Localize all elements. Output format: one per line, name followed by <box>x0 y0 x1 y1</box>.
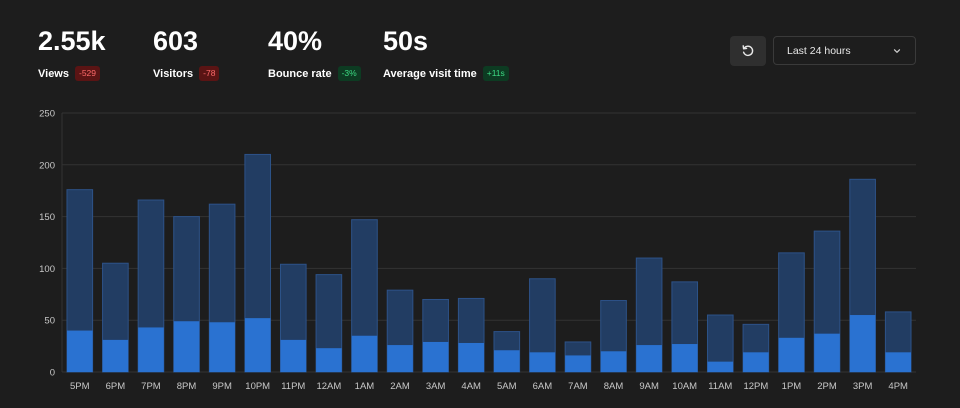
metric-value: 603 <box>153 26 199 56</box>
date-range-select[interactable]: Last 24 hours <box>773 36 916 65</box>
bar-visitors <box>565 355 591 372</box>
metric-value: 50s <box>383 26 429 56</box>
metric-label: Bounce rate <box>268 67 332 80</box>
metric-label: Visitors <box>153 67 194 80</box>
change-badge: -3% <box>337 66 361 81</box>
y-tick-label: 0 <box>50 368 55 379</box>
change-badge: -529 <box>75 66 101 81</box>
y-tick-label: 100 <box>39 264 55 275</box>
bar-visitors <box>138 327 164 372</box>
x-tick-label: 5PM <box>70 381 90 392</box>
x-tick-label: 12PM <box>743 381 768 392</box>
chevron-down-icon <box>893 48 901 53</box>
metric-views: 2.55k Views -529 <box>38 24 153 81</box>
x-tick-label: 3AM <box>426 381 446 392</box>
metrics-summary: 2.55k Views -529 603 Visitors -78 40% Bo… <box>38 24 523 81</box>
bar-visitors <box>493 350 520 372</box>
x-tick-label: 9AM <box>639 381 659 392</box>
bar-visitors <box>280 339 307 372</box>
x-tick-label: 10AM <box>672 381 697 392</box>
metric-value: 2.55k <box>38 26 106 56</box>
bar-visitors <box>885 352 912 372</box>
metric-value: 40% <box>268 26 323 56</box>
date-range-value: Last 24 hours <box>787 44 851 57</box>
metric-bounce-rate: 40% Bounce rate -3% <box>268 24 383 81</box>
bar-visitors <box>422 341 449 372</box>
bar-visitors <box>244 318 271 372</box>
x-tick-label: 8PM <box>177 381 197 392</box>
bar-visitors <box>209 322 235 372</box>
x-tick-label: 10PM <box>245 381 270 392</box>
bar-visitors <box>743 352 769 372</box>
bar-visitors <box>529 352 556 372</box>
metric-visitors: 603 Visitors -78 <box>153 24 268 81</box>
x-tick-label: 12AM <box>316 381 341 392</box>
bar-visitors <box>173 321 200 372</box>
metric-label: Views <box>38 67 69 80</box>
bar-visitors <box>316 348 342 372</box>
bar-visitors <box>66 330 93 372</box>
x-tick-label: 5AM <box>497 381 517 392</box>
x-tick-label: 1PM <box>782 381 802 392</box>
x-tick-label: 11PM <box>281 381 305 392</box>
bar-visitors <box>102 339 129 372</box>
x-tick-label: 4PM <box>888 381 908 392</box>
reset-button[interactable] <box>730 36 766 66</box>
x-tick-label: 9PM <box>212 381 232 392</box>
bar-visitors <box>636 345 662 372</box>
bar-visitors <box>671 344 698 372</box>
x-tick-label: 2AM <box>390 381 410 392</box>
bar-visitors <box>387 345 413 372</box>
refresh-icon <box>742 45 754 57</box>
x-tick-label: 1AM <box>355 381 375 392</box>
x-tick-label: 7AM <box>568 381 588 392</box>
bar-visitors <box>458 342 485 372</box>
y-tick-label: 200 <box>39 160 55 171</box>
bar-visitors <box>849 315 876 372</box>
x-tick-label: 6PM <box>106 381 126 392</box>
bar-visitors <box>814 333 840 372</box>
change-badge: +11s <box>482 66 509 81</box>
x-tick-label: 4AM <box>461 381 481 392</box>
x-tick-label: 6AM <box>533 381 553 392</box>
metric-label: Average visit time <box>383 67 477 80</box>
x-tick-label: 8AM <box>604 381 624 392</box>
metric-average-visit-time: 50s Average visit time +11s <box>383 24 523 81</box>
x-tick-label: 11AM <box>708 381 732 392</box>
bar-visitors <box>707 361 734 372</box>
y-tick-label: 50 <box>44 316 55 327</box>
y-tick-label: 250 <box>39 109 55 120</box>
y-tick-label: 150 <box>39 212 55 223</box>
x-tick-label: 7PM <box>141 381 161 392</box>
x-tick-label: 2PM <box>817 381 837 392</box>
bar-visitors <box>778 337 805 372</box>
x-tick-label: 3PM <box>853 381 873 392</box>
change-badge: -78 <box>199 66 220 81</box>
bar-visitors <box>600 351 627 372</box>
bar-visitors <box>351 335 378 372</box>
